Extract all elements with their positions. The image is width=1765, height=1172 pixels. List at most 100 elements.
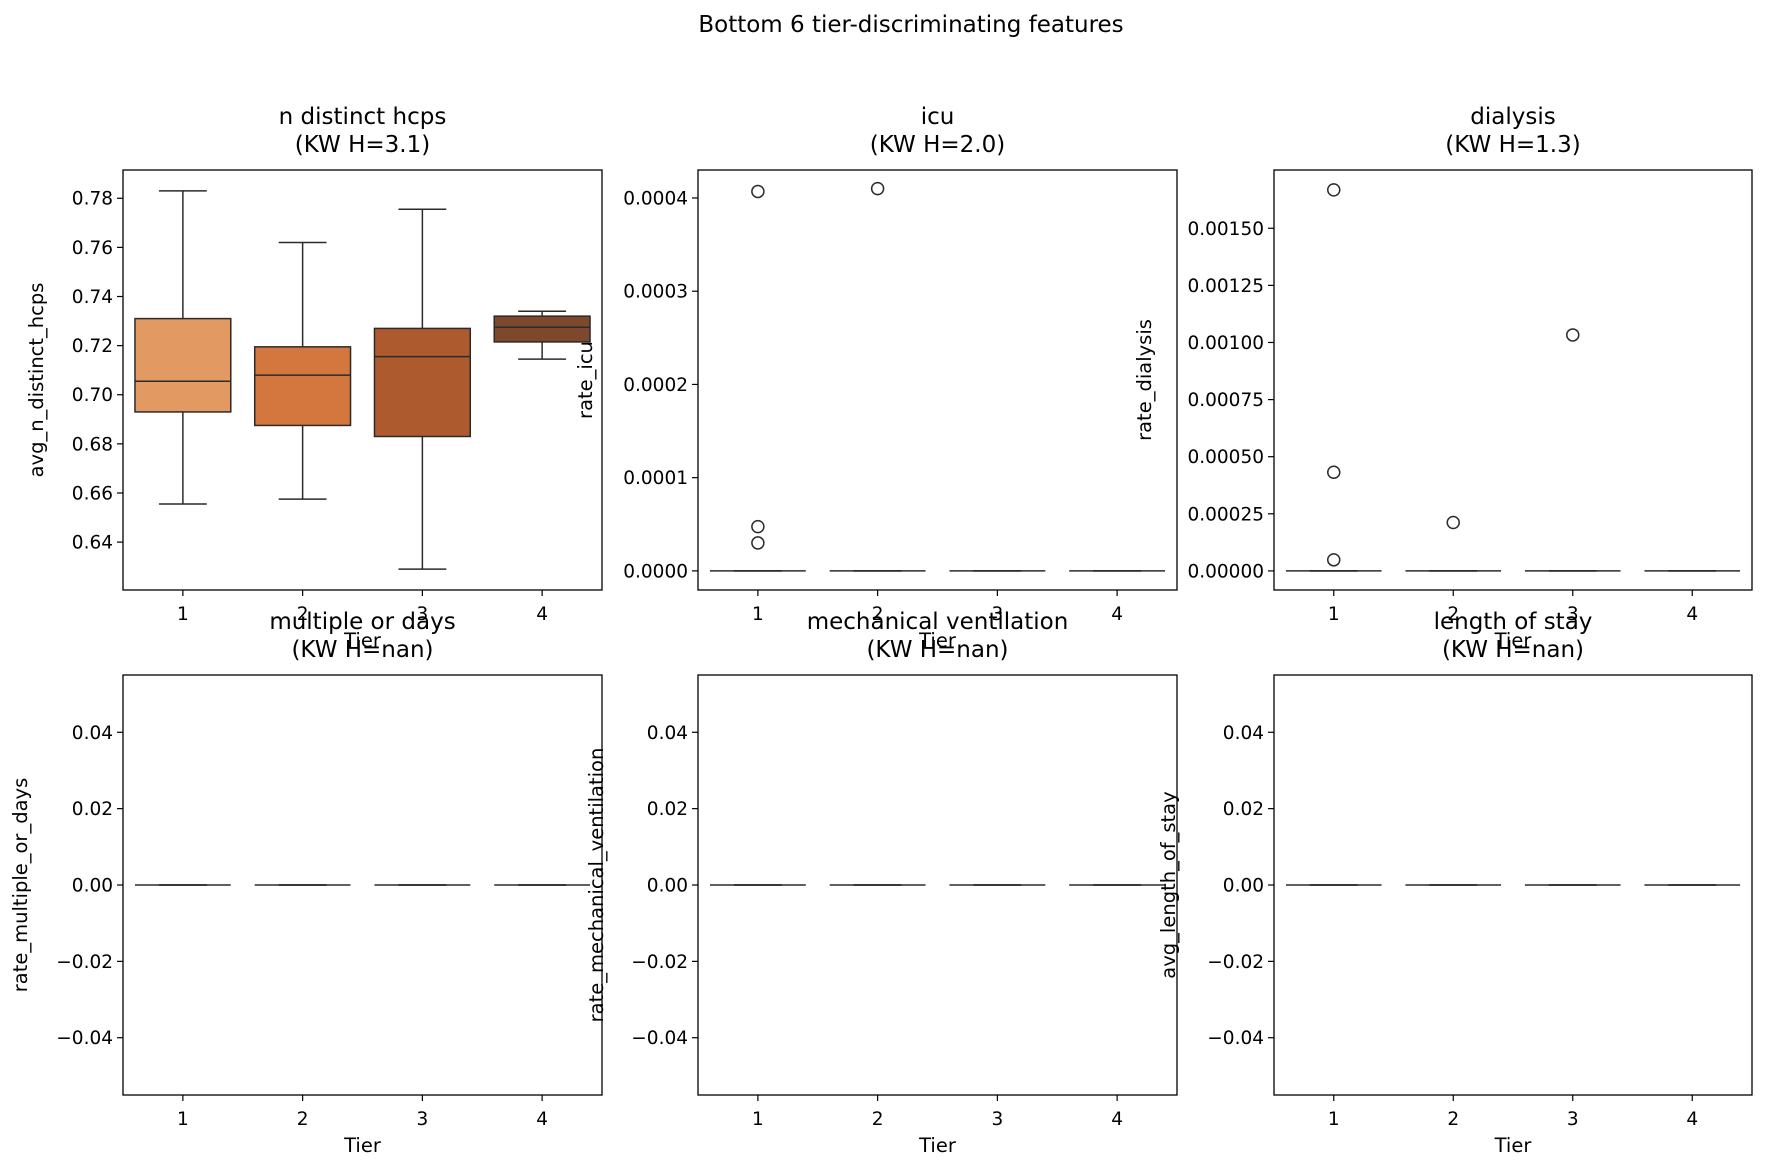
y-tick-label: 0.70	[72, 385, 113, 406]
y-tick-label: 0.00	[1223, 876, 1264, 897]
y-tick-label: 0.02	[1223, 799, 1264, 820]
x-tick-label: 2	[1447, 1109, 1459, 1130]
y-tick-label: 0.74	[72, 287, 113, 308]
y-tick-label: 0.76	[72, 238, 113, 259]
x-tick-label: 3	[991, 604, 1003, 625]
subplot-3: dialysis(KW H=1.3) 0.00000 0.00025 0.00050 0…	[1133, 104, 1753, 652]
outlier-point	[870, 181, 885, 196]
x-tick-label: 4	[1111, 604, 1123, 625]
x-axis-label: Tier	[918, 629, 957, 652]
subplot-5: mechanical ventilation(KW H=nan) −0.04 −0.…	[585, 609, 1178, 1157]
figure-title: Bottom 6 tier-discriminating features	[698, 12, 1123, 38]
box-body	[253, 346, 352, 427]
y-tick-label: 0.02	[647, 799, 688, 820]
box-tier-2	[829, 181, 926, 572]
y-tick-label: 0.04	[72, 723, 113, 744]
y-tick-label: −0.04	[1207, 1028, 1264, 1049]
subplot-4: multiple or days(KW H=nan) −0.04 −0.02 0.00…	[9, 609, 603, 1157]
x-tick-label: 2	[1447, 604, 1459, 625]
axes-frame	[122, 169, 603, 591]
y-tick-label: 0.00000	[1187, 561, 1264, 582]
box-tier-1	[134, 190, 232, 505]
axes-frame	[1273, 169, 1753, 591]
x-tick-label: 3	[416, 604, 428, 625]
y-tick-label: 0.0001	[623, 468, 688, 489]
y-tick-label: 0.00050	[1187, 447, 1264, 468]
axes-frame	[1273, 674, 1753, 1096]
x-tick-label: 2	[297, 604, 309, 625]
y-axis-label: rate_mechanical_ventilation	[585, 748, 608, 1023]
y-tick-label: −0.04	[56, 1028, 113, 1049]
x-tick-label: 3	[1567, 1109, 1579, 1130]
subplot-subtitle: (KW H=3.1)	[295, 132, 430, 158]
y-tick-label: 0.78	[72, 189, 113, 210]
subplot-subtitle: (KW H=nan)	[291, 637, 433, 663]
y-tick-label: 0.0000	[623, 561, 688, 582]
y-tick-label: −0.02	[1207, 952, 1264, 973]
y-tick-label: 0.66	[72, 483, 113, 504]
y-tick-label: 0.68	[72, 434, 113, 455]
x-tick-label: 3	[416, 1109, 428, 1130]
box-tier-2	[1405, 515, 1502, 572]
y-tick-label: 0.00025	[1187, 504, 1264, 525]
subplot-6: length of stay(KW H=nan) −0.04 −0.02 0.00 0.…	[1157, 609, 1753, 1157]
box-tier-4	[493, 310, 591, 360]
y-tick-label: −0.02	[56, 952, 113, 973]
outlier-point	[751, 536, 765, 550]
box-body	[373, 327, 472, 438]
y-tick-label: 0.0003	[623, 282, 688, 303]
x-tick-label: 3	[1567, 604, 1579, 625]
y-tick-label: 0.00125	[1187, 276, 1264, 297]
subplot-2: icu(KW H=2.0) 0.0000 0.0001 0.0002 0.0003 0.0…	[574, 104, 1178, 652]
y-tick-label: −0.02	[631, 952, 688, 973]
x-tick-label: 2	[872, 604, 884, 625]
y-tick-label: 0.64	[72, 533, 113, 554]
y-tick-label: 0.00100	[1187, 333, 1264, 354]
subplot-title: icu	[921, 104, 955, 130]
x-tick-label: 1	[1328, 604, 1340, 625]
x-tick-label: 1	[752, 1109, 764, 1130]
subplot-subtitle: (KW H=nan)	[1442, 637, 1584, 663]
subplot-subtitle: (KW H=1.3)	[1445, 132, 1580, 158]
x-axis-label: Tier	[1494, 1134, 1533, 1157]
x-axis-label: Tier	[1494, 629, 1533, 652]
y-tick-label: 0.00075	[1187, 390, 1264, 411]
outlier-point	[1327, 183, 1341, 197]
y-tick-label: 0.04	[1223, 723, 1264, 744]
y-tick-label: 0.04	[647, 723, 688, 744]
box-tier-2	[253, 241, 352, 500]
x-tick-label: 1	[177, 604, 189, 625]
outlier-point	[751, 519, 765, 534]
x-tick-label: 4	[1686, 604, 1698, 625]
subplot-title: length of stay	[1434, 609, 1593, 635]
y-tick-label: 0.0004	[623, 188, 688, 209]
axes-frame	[122, 674, 603, 1096]
outlier-point	[1327, 465, 1341, 479]
y-axis-label: avg_n_distinct_hcps	[25, 283, 48, 478]
outlier-point	[751, 184, 765, 199]
x-axis-label: Tier	[918, 1134, 957, 1157]
subplot-subtitle: (KW H=nan)	[866, 637, 1008, 663]
box-tier-1	[709, 184, 806, 572]
outlier-point	[1446, 515, 1460, 530]
outlier-point	[1327, 553, 1341, 567]
subplot-title: dialysis	[1470, 104, 1555, 130]
x-tick-label: 2	[872, 1109, 884, 1130]
x-tick-label: 4	[1111, 1109, 1123, 1130]
subplot-1: n distinct hcps(KW H=3.1) 0.64 0.66 0.68 0.7…	[25, 104, 603, 652]
x-tick-label: 1	[1328, 1109, 1340, 1130]
y-axis-label: avg_length_of_stay	[1157, 791, 1180, 978]
x-axis-label: Tier	[343, 1134, 382, 1157]
y-axis-label: rate_multiple_or_days	[9, 778, 32, 992]
subplot-grid: n distinct hcps(KW H=3.1) 0.64 0.66 0.68 0.7…	[9, 104, 1753, 1157]
y-axis-label: rate_dialysis	[1133, 319, 1156, 441]
x-axis-label: Tier	[343, 629, 382, 652]
y-tick-label: 0.02	[72, 799, 113, 820]
subplot-title: mechanical ventilation	[807, 609, 1069, 635]
x-tick-label: 3	[991, 1109, 1003, 1130]
y-tick-label: 0.00	[72, 876, 113, 897]
box-body	[493, 315, 591, 343]
axes-frame	[697, 169, 1178, 591]
